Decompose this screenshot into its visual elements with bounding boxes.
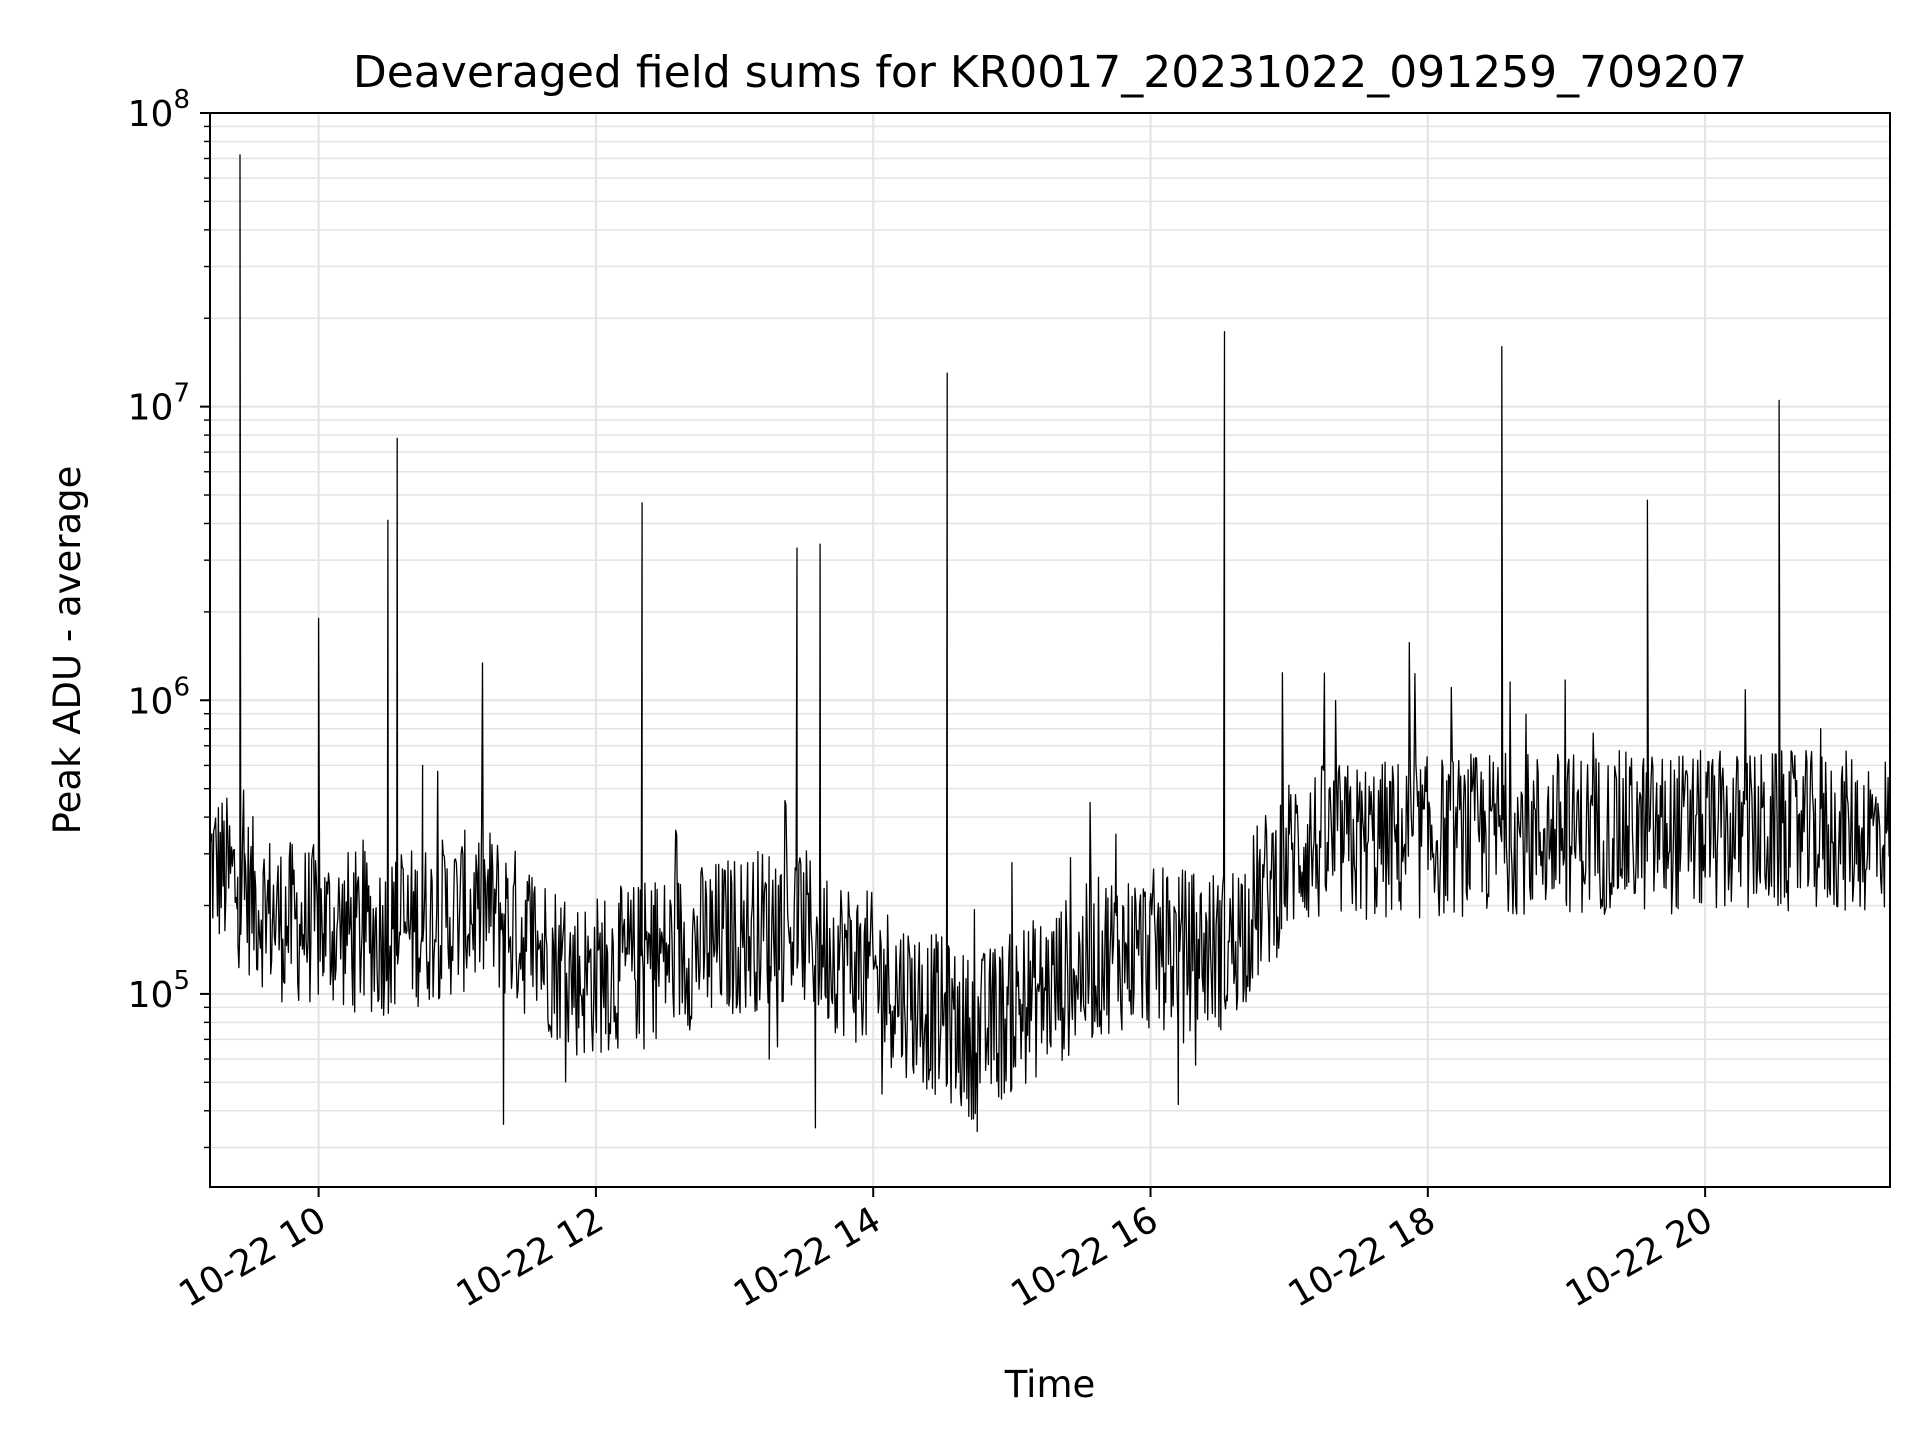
y-axis-label: Peak ADU - average: [46, 466, 89, 835]
y-tick-label: 107: [128, 379, 190, 429]
y-tick-label: 108: [128, 85, 190, 135]
x-tick-label: 10-22 16: [1004, 1199, 1165, 1315]
y-tick-label: 105: [128, 966, 190, 1016]
x-tick-label: 10-22 20: [1559, 1199, 1720, 1315]
x-tick-label: 10-22 18: [1282, 1199, 1443, 1315]
y-tick-label: 106: [128, 672, 190, 722]
x-tick-label: 10-22 14: [727, 1199, 888, 1315]
x-tick-label: 10-22 12: [450, 1199, 611, 1315]
x-axis-label: Time: [1004, 1363, 1096, 1406]
series-line: [209, 154, 1891, 1133]
x-axis: 10-22 10 10-22 12 10-22 14 10-22 16 10-22 18…: [172, 1187, 1720, 1316]
plot-frame: [209, 112, 1891, 1188]
chart-title: Deaveraged field sums for KR0017_2023102…: [353, 47, 1747, 98]
x-tick-label: 10-22 10: [172, 1199, 333, 1315]
y-axis: 105 106 107 108: [128, 85, 210, 1149]
series-layer: [209, 154, 1891, 1133]
